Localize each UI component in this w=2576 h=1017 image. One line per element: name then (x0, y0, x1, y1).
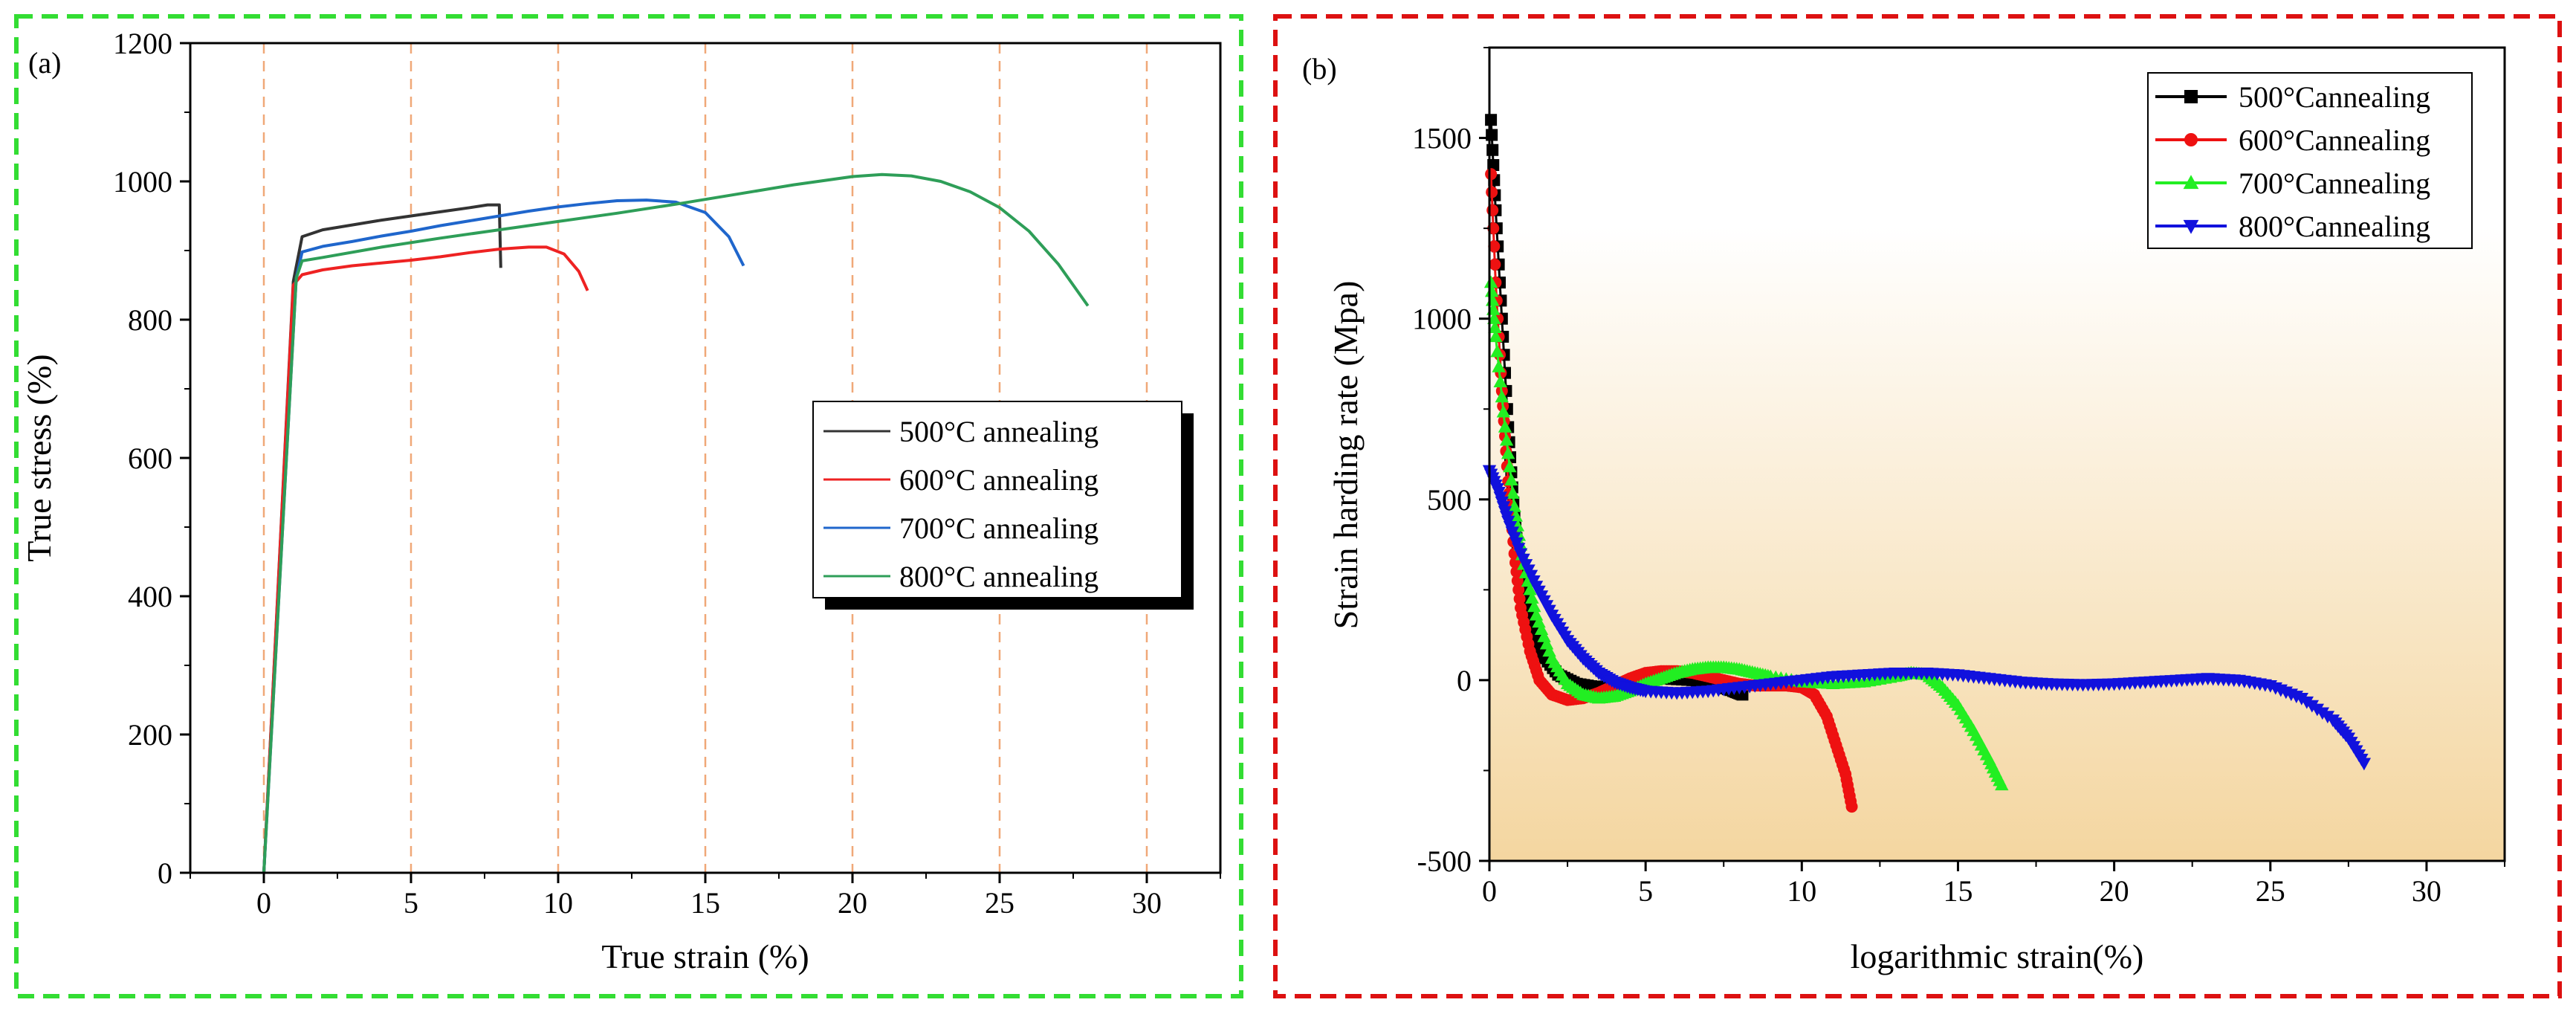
y-tick-label-a-5: 1000 (113, 165, 172, 198)
x-tick-label-b-5: 25 (2256, 874, 2285, 908)
axis-ticks: 0 5 10 15 20 25 30 0 200 400 600 800 1000 1200 (113, 27, 1221, 920)
x-axis-title-b: logarithmic strain(%) (1851, 937, 2144, 975)
panel-a: (a) 0 5 10 15 20 25 30 0 200 400 600 800 1000 1200 Tr… (20, 27, 1222, 975)
axis-ticks: 0 5 10 15 20 25 30 -500 0 500 1000 1500 (1412, 47, 2505, 908)
series-line-2 (262, 198, 745, 874)
series-lines (262, 172, 1090, 874)
y-tick-label-a-0: 0 (158, 856, 172, 890)
legend-label-a-2: 700°C annealing (899, 511, 1098, 545)
data-point-b-2 (1487, 311, 1501, 324)
legend-box-a (812, 401, 1182, 598)
legend-label-a-3: 800°C annealing (899, 560, 1098, 593)
x-tick-label-a-0: 0 (256, 886, 271, 920)
data-point-b-2 (1527, 599, 1541, 613)
y-tick-label-a-4: 800 (128, 303, 172, 337)
x-tick-label-b-0: 0 (1482, 874, 1497, 908)
data-point-b-2 (1495, 390, 1509, 403)
data-point-b-1 (1512, 584, 1525, 596)
data-point-b-3 (2357, 758, 2372, 771)
y-tick-label-b-3: 1000 (1412, 303, 1472, 336)
data-point-b-2 (1506, 486, 1520, 499)
panel-b-label: (b) (1302, 52, 1337, 85)
y-axis-title-a: True stress (%) (20, 354, 58, 561)
y-axis-title-b: Strain harding rate (Mpa) (1327, 281, 1365, 630)
legend-label-b-1: 600°Cannealing (2239, 123, 2430, 157)
x-tick-label-a-4: 20 (838, 886, 867, 920)
legend-label-b-0: 500°Cannealing (2239, 80, 2430, 114)
data-point-b-2 (1496, 404, 1511, 418)
panel-a-frame (14, 14, 1243, 998)
data-point-b-2 (1493, 375, 1507, 387)
data-point-b-2 (1525, 591, 1539, 604)
data-point-b-2 (1483, 275, 1498, 288)
panel-a-label: (a) (28, 46, 61, 80)
data-point-b-1 (1485, 168, 1498, 181)
y-tick-label-b-4: 1500 (1412, 122, 1472, 155)
data-point-b-1 (1845, 801, 1858, 813)
series-line-0 (262, 203, 502, 874)
data-point-b-2 (1501, 446, 1515, 459)
data-point-b-0 (1485, 114, 1498, 126)
data-point-b-2 (1492, 359, 1506, 372)
x-tick-label-a-1: 5 (404, 886, 418, 920)
data-point-b-2 (1504, 473, 1518, 486)
series-2 (1483, 275, 2009, 791)
legend-box-b (2147, 72, 2473, 249)
plot-area-b (1488, 46, 2506, 862)
legend-marker-b-0 (2184, 90, 2198, 103)
data-point-b-1 (1489, 258, 1501, 271)
x-tick-label-b-2: 10 (1787, 874, 1816, 908)
x-tick-label-a-3: 15 (690, 886, 720, 920)
y-tick-label-b-0: -500 (1417, 845, 1472, 878)
x-tick-label-b-4: 20 (2100, 874, 2129, 908)
legend-label-a-1: 600°C annealing (899, 463, 1098, 497)
x-tick-label-a-2: 10 (543, 886, 573, 920)
series-line-1 (262, 245, 589, 874)
data-point-b-2 (1523, 582, 1537, 595)
data-point-b-1 (1488, 240, 1501, 253)
legend-marker-b-1 (2184, 133, 2198, 146)
series-3 (1482, 465, 2372, 771)
series-line-3 (262, 172, 1090, 874)
data-point-b-0 (1486, 129, 1498, 141)
data-point-b-1 (1513, 593, 1526, 605)
data-point-b-2 (1503, 459, 1517, 473)
y-tick-label-a-1: 200 (128, 718, 172, 752)
x-tick-label-b-3: 15 (1943, 874, 1973, 908)
legend-marker-b-2 (2183, 175, 2199, 190)
x-tick-label-b-1: 5 (1638, 874, 1653, 908)
y-tick-label-b-2: 500 (1427, 483, 1472, 517)
panel-b: (b) 0 5 10 15 20 25 30 -500 0 500 1000 1500 logarit… (1302, 46, 2506, 975)
y-tick-label-a-2: 400 (128, 580, 172, 613)
legend-markers-b (2183, 90, 2199, 234)
y-tick-label-a-3: 600 (128, 442, 172, 475)
series-markers (1482, 114, 2372, 813)
x-tick-label-a-6: 30 (1132, 886, 1162, 920)
data-point-b-2 (1499, 433, 1514, 446)
data-point-b-2 (1488, 320, 1502, 334)
legend-marker-b-3 (2183, 219, 2199, 234)
legend-a: 500°C annealing 600°C annealing 700°C an… (823, 415, 1098, 593)
y-tick-label-a-6: 1200 (113, 27, 172, 60)
data-point-b-2 (1490, 344, 1504, 358)
x-tick-label-b-6: 30 (2412, 874, 2441, 908)
data-point-b-2 (1507, 499, 1521, 512)
data-point-b-2 (1995, 778, 2009, 791)
legend-b: 500°Cannealing 600°Cannealing 700°Cannea… (2155, 80, 2430, 243)
legend-label-b-2: 700°Cannealing (2239, 167, 2430, 200)
panel-b-frame (1273, 14, 2562, 998)
legend-label-b-3: 800°Cannealing (2239, 210, 2430, 243)
data-point-b-1 (1486, 186, 1498, 198)
data-point-b-2 (1498, 419, 1512, 433)
x-axis-title-a: True strain (%) (601, 937, 809, 975)
data-point-b-2 (1489, 329, 1503, 343)
y-tick-label-b-1: 0 (1457, 664, 1472, 697)
x-tick-label-a-5: 25 (985, 886, 1014, 920)
legend-label-a-0: 500°C annealing (899, 415, 1098, 448)
